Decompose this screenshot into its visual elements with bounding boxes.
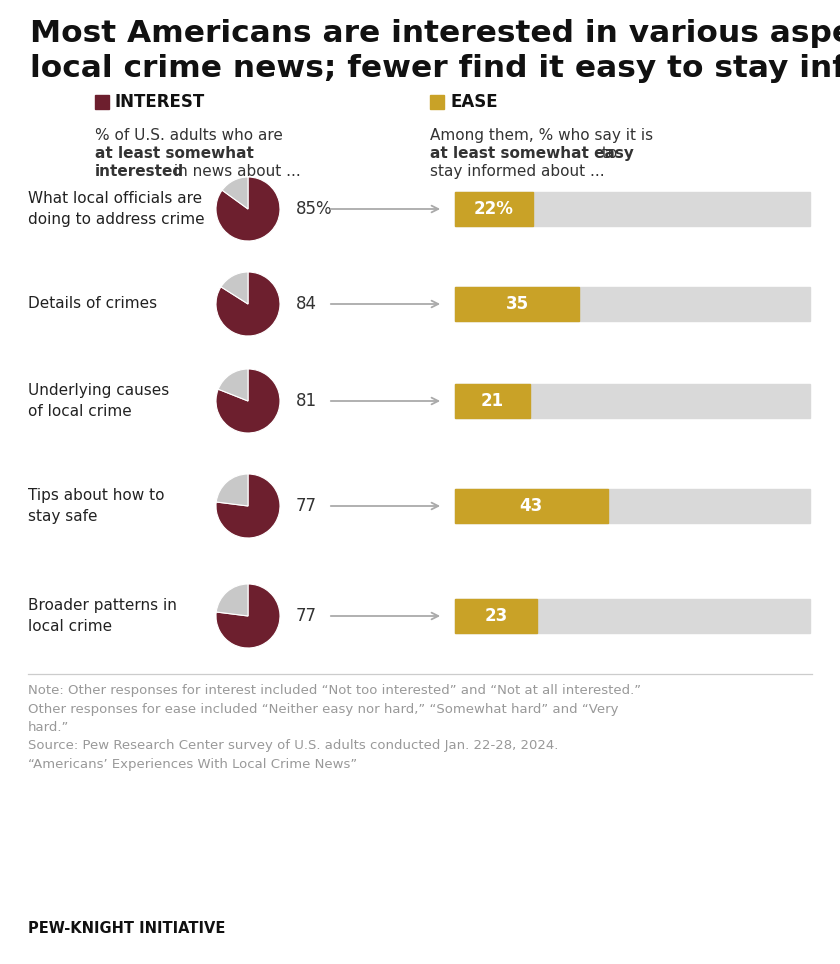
Bar (455, 384, 529, 418)
Text: 23: 23 (484, 607, 507, 625)
Wedge shape (222, 177, 248, 209)
Wedge shape (216, 272, 280, 336)
Wedge shape (216, 584, 248, 616)
Text: 81: 81 (296, 392, 318, 410)
Text: at least somewhat easy: at least somewhat easy (430, 146, 634, 161)
Text: 43: 43 (520, 497, 543, 515)
Text: 21: 21 (480, 392, 504, 410)
Text: 77: 77 (296, 607, 317, 625)
Text: 84: 84 (296, 295, 317, 313)
Wedge shape (216, 177, 280, 241)
Text: in news about ...: in news about ... (169, 164, 301, 179)
Text: What local officials are
doing to address crime: What local officials are doing to addres… (28, 191, 205, 227)
Bar (455, 384, 810, 418)
Bar (455, 192, 533, 226)
Wedge shape (216, 584, 280, 648)
Text: Most Americans are interested in various aspects of: Most Americans are interested in various… (30, 19, 840, 48)
Text: Among them, % who say it is: Among them, % who say it is (430, 128, 654, 143)
Text: Details of crimes: Details of crimes (28, 297, 157, 311)
Bar (455, 489, 810, 523)
Bar (95, 95, 109, 109)
Text: Note: Other responses for interest included “Not too interested” and “Not at all: Note: Other responses for interest inclu… (28, 684, 641, 771)
Bar (455, 599, 810, 633)
Wedge shape (216, 474, 280, 538)
Wedge shape (216, 369, 280, 433)
Text: 77: 77 (296, 497, 317, 515)
Text: % of U.S. adults who are: % of U.S. adults who are (95, 128, 283, 143)
Text: Underlying causes
of local crime: Underlying causes of local crime (28, 384, 169, 418)
Text: Broader patterns in
local crime: Broader patterns in local crime (28, 599, 177, 633)
Text: 22%: 22% (474, 200, 514, 218)
Bar (455, 287, 580, 321)
Text: 85%: 85% (296, 200, 333, 218)
Text: to: to (597, 146, 617, 161)
Text: Tips about how to
stay safe: Tips about how to stay safe (28, 489, 165, 523)
Wedge shape (218, 369, 248, 401)
Text: at least somewhat: at least somewhat (95, 146, 254, 161)
Wedge shape (216, 474, 248, 506)
Bar (430, 95, 444, 109)
Text: 35: 35 (506, 295, 528, 313)
Bar (455, 599, 537, 633)
Wedge shape (221, 272, 248, 304)
Text: PEW-KNIGHT INITIATIVE: PEW-KNIGHT INITIATIVE (28, 921, 225, 936)
Text: stay informed about ...: stay informed about ... (430, 164, 605, 179)
Text: INTEREST: INTEREST (115, 93, 205, 111)
Text: local crime news; fewer find it easy to stay informed: local crime news; fewer find it easy to … (30, 54, 840, 83)
Bar (455, 489, 607, 523)
Bar (455, 192, 810, 226)
Text: EASE: EASE (450, 93, 497, 111)
Text: interested: interested (95, 164, 184, 179)
Bar (455, 287, 810, 321)
